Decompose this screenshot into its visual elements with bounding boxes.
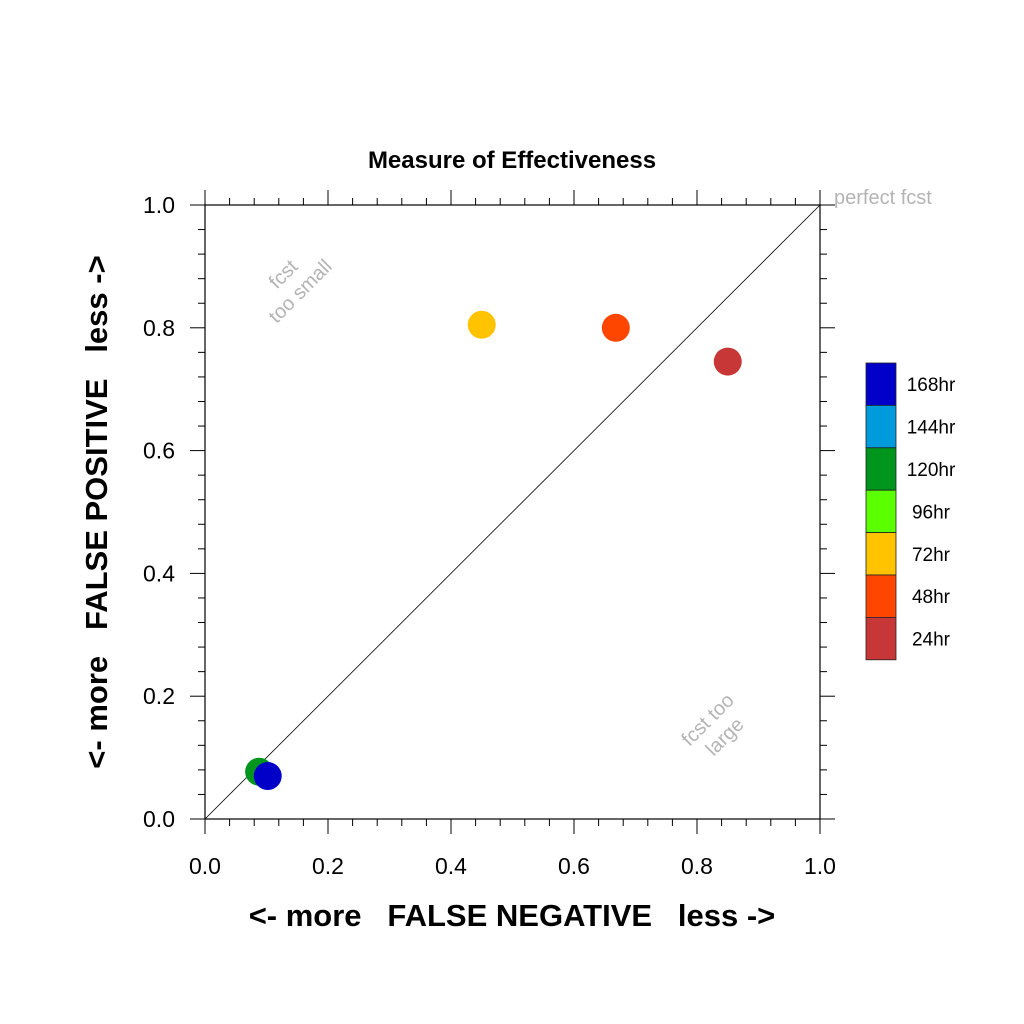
- annotation-fcst-too-large: fcst too large: [678, 690, 749, 761]
- y-tick-label: 0.6: [143, 438, 175, 464]
- legend-label-72hr: 72hr: [912, 545, 951, 566]
- x-tick-label: 0.0: [189, 853, 221, 879]
- x-axis-label: <- more FALSE NEGATIVE less ->: [249, 898, 776, 933]
- data-point-72hr: [467, 310, 496, 339]
- legend-swatch-144hr: [865, 404, 897, 449]
- y-tick-label: 0.2: [143, 683, 175, 709]
- chart-title: Measure of Effectiveness: [368, 147, 656, 174]
- y-tick-label: 0.4: [143, 560, 175, 586]
- legend-swatch-120hr: [865, 447, 897, 491]
- x-tick-label: 0.4: [435, 853, 467, 879]
- x-tick-label: 0.8: [681, 853, 713, 879]
- legend-label-96hr: 96hr: [912, 502, 951, 523]
- data-point-48hr: [601, 313, 630, 342]
- legend-swatch-24hr: [865, 617, 897, 661]
- data-points: [245, 310, 742, 791]
- legend-swatch-96hr: [865, 489, 897, 534]
- y-tick-label: 1.0: [143, 192, 175, 218]
- legend-label-24hr: 24hr: [912, 630, 951, 651]
- legend-label-120hr: 120hr: [907, 460, 956, 481]
- legend: 168hr 144hr 120hr 96hr 72hr 48hr 24hr: [865, 362, 956, 661]
- y-tick-label: 0.0: [143, 806, 175, 832]
- x-tick-label: 1.0: [804, 853, 836, 879]
- x-tick-label: 0.2: [312, 853, 344, 879]
- annotation-perfect-fcst: perfect fcst: [834, 187, 932, 209]
- legend-label-144hr: 144hr: [907, 418, 956, 439]
- annotation-fcst-too-small: fcst too small: [265, 256, 337, 328]
- legend-swatch-72hr: [865, 532, 897, 576]
- plot-area: [204, 204, 821, 820]
- data-point-168hr: [253, 762, 282, 791]
- diagonal-reference-line: [204, 204, 821, 820]
- y-tick-label: 0.8: [143, 315, 175, 341]
- y-axis-label: <- more FALSE POSITIVE less ->: [79, 255, 114, 768]
- axis-ticks: 0.0 0.2 0.4 0.6 0.8 1.0 0.0 0.2 0.4 0.6 0.8 1.0: [143, 190, 836, 879]
- plot-frame: [204, 204, 821, 820]
- legend-swatch-168hr: [865, 362, 897, 406]
- legend-label-168hr: 168hr: [907, 375, 956, 396]
- legend-label-48hr: 48hr: [912, 587, 951, 608]
- legend-swatch-48hr: [865, 574, 897, 618]
- data-point-24hr: [713, 347, 742, 376]
- x-tick-label: 0.6: [558, 853, 590, 879]
